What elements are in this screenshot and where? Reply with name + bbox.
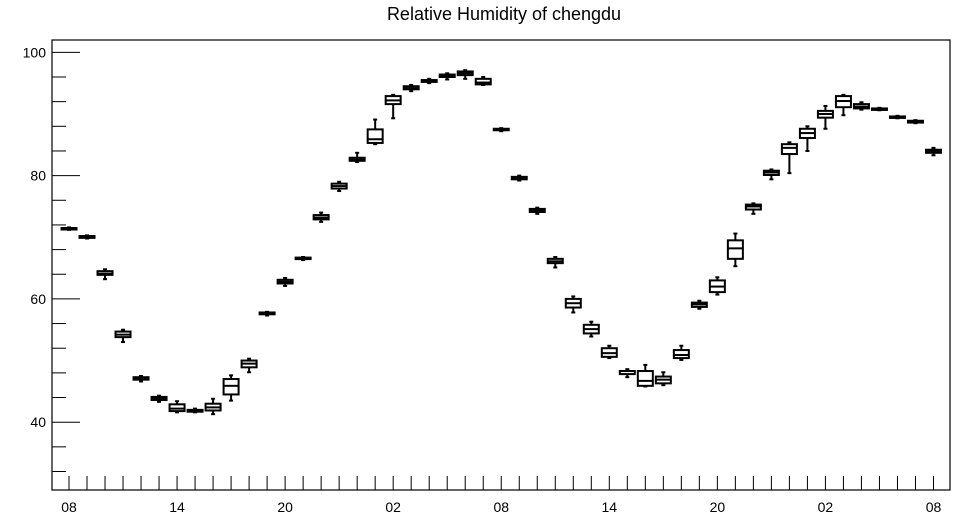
box-21: [438, 72, 456, 81]
box-40: [780, 141, 798, 175]
x-tick-label: 14: [602, 499, 618, 515]
box-23: [474, 75, 492, 86]
x-axis: 08 14 20 02 08 14 20 02 08: [61, 476, 941, 515]
box-24: [492, 127, 510, 133]
y-tick-label: 100: [23, 44, 47, 60]
box-3: [114, 328, 132, 344]
iqr-box: [726, 239, 744, 260]
box-22: [456, 69, 474, 80]
x-tick-label: 08: [61, 499, 77, 515]
box-13: [294, 255, 312, 262]
y-tick-label: 40: [30, 414, 46, 430]
box-35: [690, 299, 708, 310]
box-1: [78, 234, 96, 240]
box-41: [798, 125, 816, 152]
box-4: [132, 374, 150, 383]
y-tick-label: 60: [30, 291, 46, 307]
box-12: [276, 276, 294, 287]
box-5: [150, 394, 168, 403]
box-45: [870, 106, 888, 112]
box-36: [708, 276, 726, 296]
box-28: [564, 295, 582, 314]
iqr-box: [366, 128, 384, 144]
plot-frame: [51, 39, 951, 491]
iqr-box: [636, 370, 654, 387]
box-0: [60, 226, 78, 231]
x-tick-label: 02: [818, 499, 834, 515]
x-tick-label: 08: [493, 499, 509, 515]
chart-title: Relative Humidity of chengdu: [387, 4, 621, 24]
box-31: [618, 368, 636, 379]
box-7: [186, 407, 204, 414]
box-6: [168, 400, 186, 414]
box-14: [312, 211, 330, 223]
box-8: [204, 397, 222, 416]
box-15: [330, 180, 348, 193]
box-18: [384, 93, 402, 120]
box-43: [834, 93, 852, 117]
box-9: [222, 374, 240, 402]
box-42: [816, 104, 834, 130]
box-10: [240, 357, 258, 374]
box-2: [96, 268, 114, 281]
box-29: [582, 320, 600, 338]
box-20: [420, 77, 438, 85]
x-tick-label: 20: [277, 499, 293, 515]
box-48: [924, 146, 942, 157]
box-25: [510, 174, 528, 182]
box-33: [654, 371, 672, 387]
box-17: [366, 118, 384, 146]
box-27: [546, 255, 564, 269]
box-37: [726, 232, 744, 268]
x-tick-label: 02: [385, 499, 401, 515]
x-tick-label: 08: [926, 499, 942, 515]
box-44: [852, 101, 870, 111]
box-46: [888, 114, 906, 120]
box-16: [348, 151, 366, 164]
x-tick-label: 20: [710, 499, 726, 515]
box-26: [528, 206, 546, 215]
box-34: [672, 344, 690, 361]
iqr-box: [780, 143, 798, 156]
box-32: [636, 363, 654, 388]
y-tick-label: 80: [30, 168, 46, 184]
box-11: [258, 310, 276, 317]
box-series: [60, 69, 942, 416]
box-30: [600, 344, 618, 360]
box-47: [906, 119, 924, 125]
box-19: [402, 84, 420, 93]
x-tick-label: 14: [169, 499, 185, 515]
y-axis: 40 60 80 100: [23, 44, 80, 473]
box-39: [762, 168, 780, 181]
box-38: [744, 202, 762, 215]
